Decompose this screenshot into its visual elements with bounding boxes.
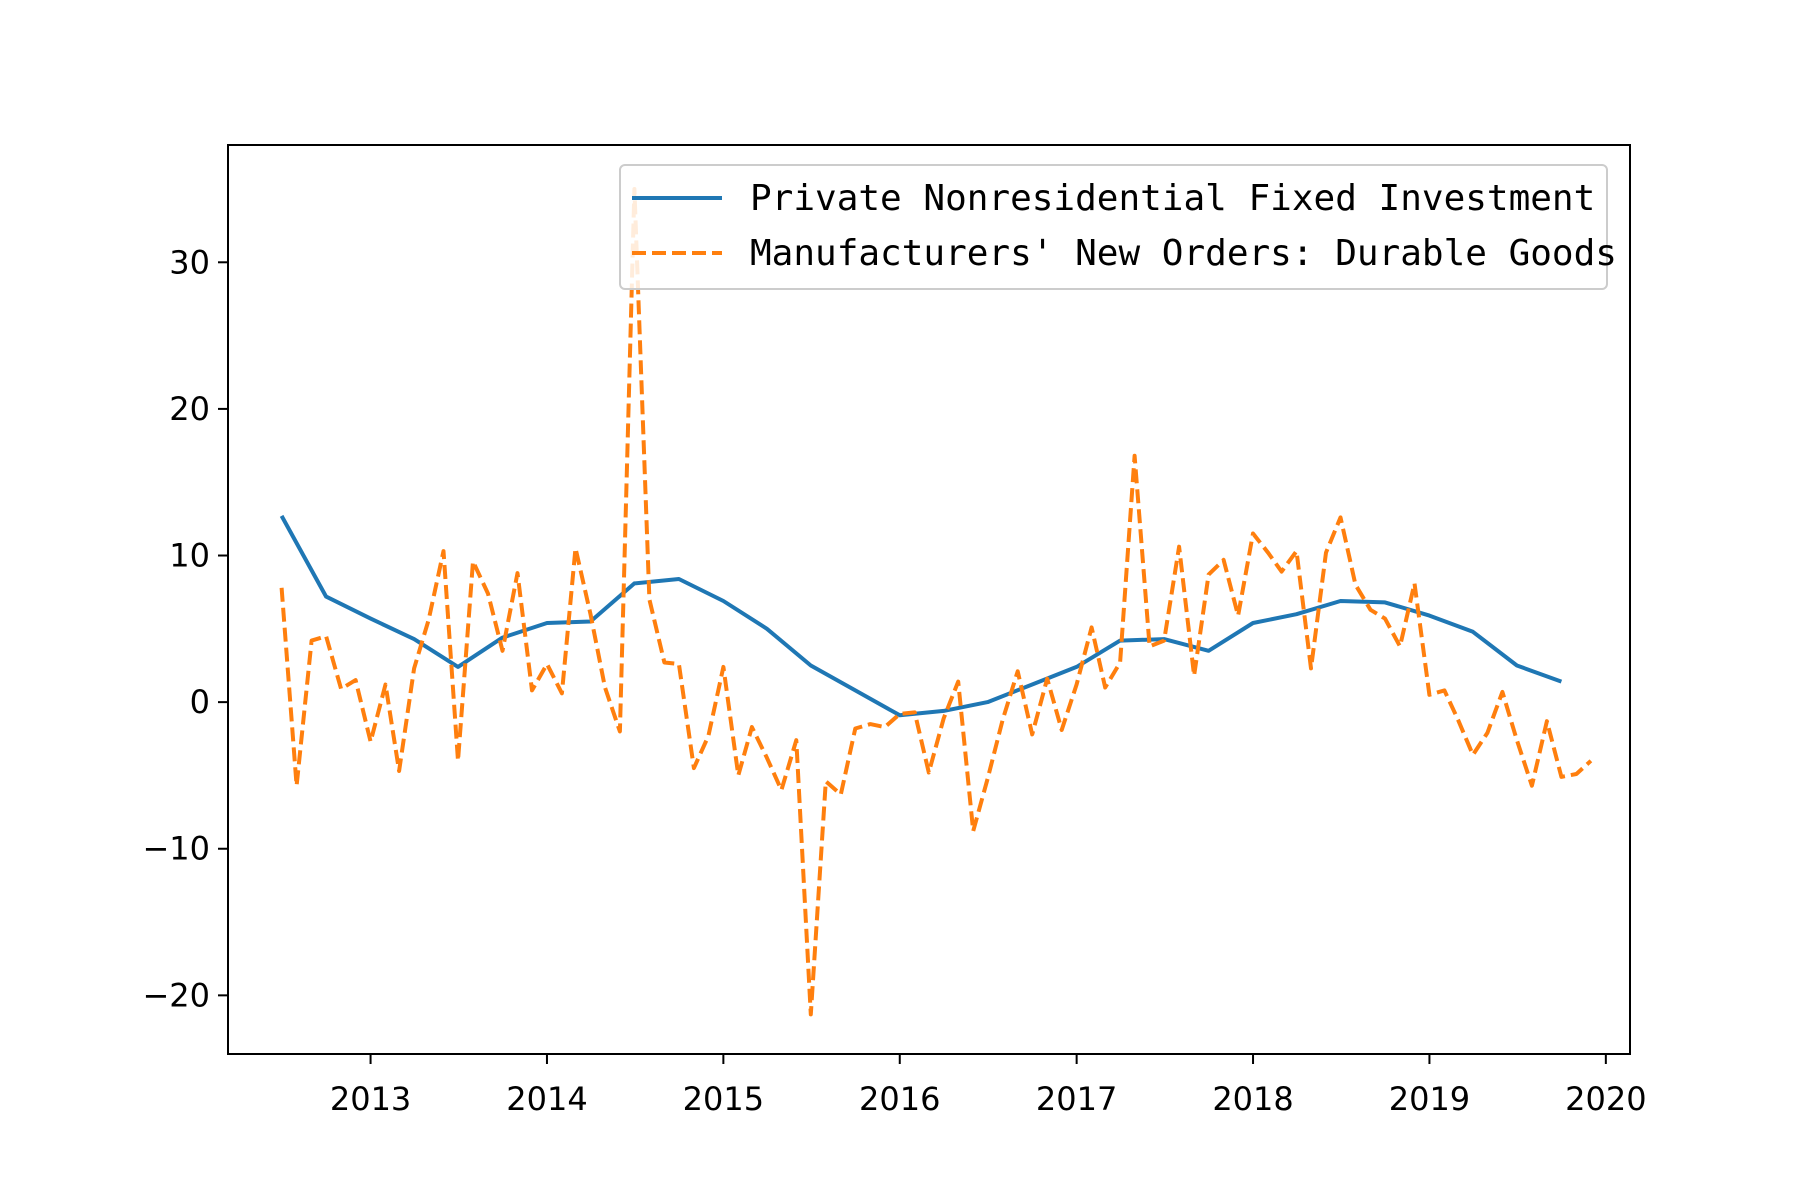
x-tick-label: 2013 xyxy=(330,1080,411,1118)
legend-label-private-nonresidential-fixed-investment: Private Nonresidential Fixed Investment xyxy=(750,178,1595,219)
legend-label-manufacturers-new-orders-durable-goods: Manufacturers' New Orders: Durable Goods xyxy=(750,233,1617,274)
y-tick-label: 0 xyxy=(190,683,210,721)
legend-box xyxy=(619,164,1608,290)
plot-area-frame xyxy=(227,144,1631,1055)
x-tick-label: 2019 xyxy=(1389,1080,1470,1118)
x-tick-label: 2014 xyxy=(506,1080,587,1118)
y-tick-label: 10 xyxy=(169,537,210,575)
y-tick-label: 20 xyxy=(169,390,210,428)
x-tick-label: 2020 xyxy=(1565,1080,1646,1118)
x-tick-label: 2015 xyxy=(683,1080,764,1118)
x-tick-label: 2018 xyxy=(1212,1080,1293,1118)
x-tick-label: 2017 xyxy=(1036,1080,1117,1118)
series-line-manufacturers-new-orders-durable-goods xyxy=(279,187,1593,1017)
y-axis: −20 −10 0 10 20 30 xyxy=(142,243,228,1014)
x-axis: 2013 2014 2015 2016 2017 2018 2019 2020 xyxy=(330,1054,1647,1118)
y-tick-label: −10 xyxy=(142,830,210,868)
y-tick-label: 30 xyxy=(169,243,210,281)
y-tick-label: −20 xyxy=(142,976,210,1014)
series-line-private-nonresidential-fixed-investment xyxy=(279,514,1563,718)
x-tick-label: 2016 xyxy=(859,1080,940,1118)
legend: Private Nonresidential Fixed Investment … xyxy=(619,164,1617,290)
